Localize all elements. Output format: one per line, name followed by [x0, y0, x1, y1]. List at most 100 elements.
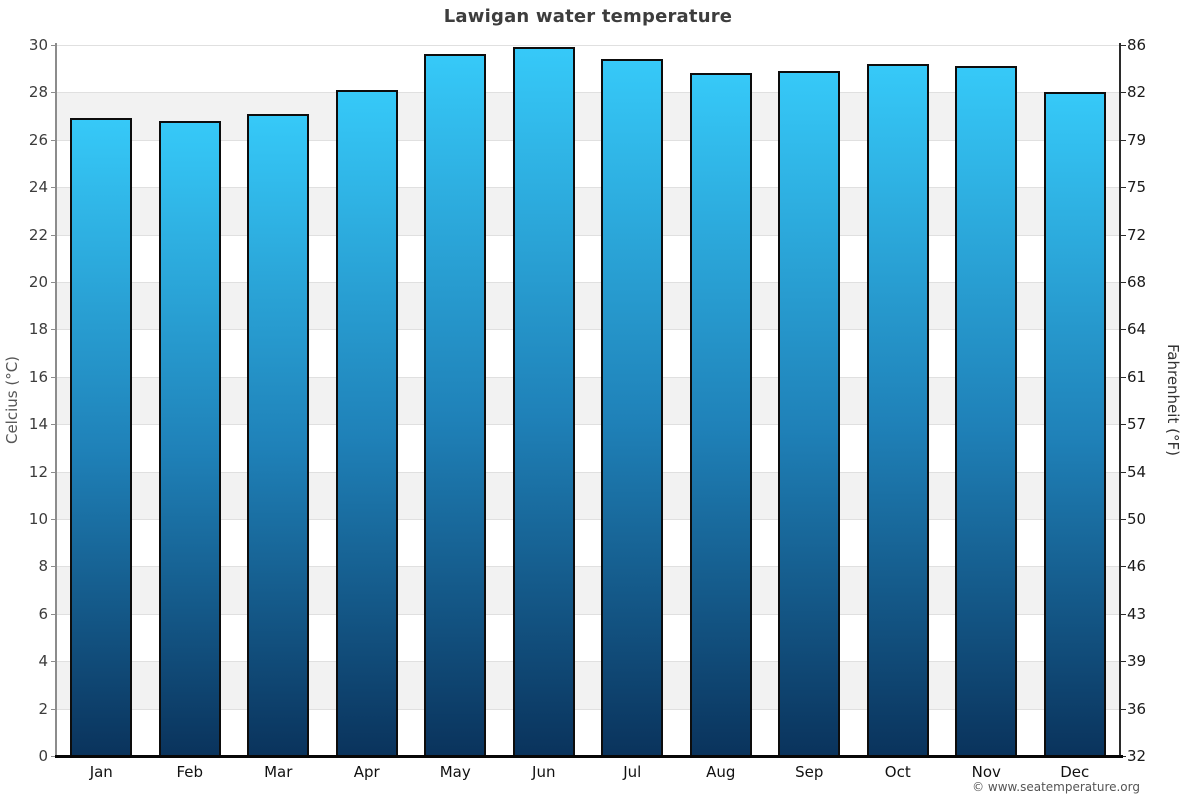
copyright-credit: © www.seatemperature.org	[972, 780, 1140, 794]
ytick-celsius: 30	[28, 36, 48, 54]
ytick-mark	[51, 708, 56, 710]
ytick-mark	[51, 92, 56, 94]
ytick-fahrenheit: 82	[1127, 83, 1147, 102]
grid-band	[57, 187, 1119, 235]
gridline	[57, 139, 1119, 141]
ytick-fahrenheit: 57	[1127, 415, 1147, 434]
ytick-mark	[1121, 282, 1126, 283]
ytick-celsius: 0	[38, 747, 48, 765]
xtick-jan: Jan	[89, 763, 113, 781]
ytick-mark	[1121, 92, 1126, 94]
ytick-fahrenheit: 68	[1127, 273, 1147, 291]
ytick-celsius: 12	[28, 462, 48, 481]
bar-nov	[955, 66, 1018, 756]
ytick-fahrenheit: 32	[1127, 747, 1147, 765]
ytick-fahrenheit: 43	[1127, 604, 1147, 623]
gridline	[57, 234, 1119, 236]
ytick-fahrenheit: 61	[1127, 367, 1147, 386]
y-axis-title-fahrenheit: Fahrenheit (°F)	[1164, 344, 1182, 456]
gridline	[57, 187, 1119, 189]
gridline	[57, 471, 1119, 473]
ytick-fahrenheit: 64	[1127, 320, 1147, 339]
ytick-mark	[51, 756, 56, 757]
gridline	[57, 45, 1119, 46]
ytick-mark	[1121, 45, 1126, 46]
gridline	[57, 708, 1119, 710]
ytick-celsius: 6	[38, 604, 48, 623]
ytick-mark	[51, 139, 56, 141]
xtick-jul: Jul	[623, 763, 642, 781]
gridline	[57, 566, 1119, 568]
xtick-aug: Aug	[706, 763, 736, 781]
gridline	[57, 661, 1119, 663]
gridline	[57, 376, 1119, 378]
ytick-mark	[1121, 424, 1126, 426]
ytick-celsius: 22	[28, 225, 48, 244]
bar-dec	[1043, 92, 1106, 756]
gridline	[57, 282, 1119, 283]
ytick-celsius: 4	[38, 652, 48, 671]
xtick-dec: Dec	[1060, 763, 1090, 781]
ytick-mark	[51, 282, 56, 283]
ytick-fahrenheit: 36	[1127, 699, 1147, 718]
ytick-celsius: 10	[28, 510, 48, 528]
ytick-celsius: 2	[38, 699, 48, 718]
ytick-celsius: 8	[38, 557, 48, 576]
xtick-oct: Oct	[884, 763, 911, 781]
ytick-fahrenheit: 46	[1127, 557, 1147, 576]
xtick-apr: Apr	[353, 763, 380, 781]
ytick-mark	[51, 329, 56, 331]
ytick-celsius: 26	[28, 130, 48, 149]
xtick-may: May	[439, 763, 471, 781]
ytick-mark	[51, 187, 56, 189]
bar-oct	[866, 63, 929, 756]
ytick-mark	[51, 566, 56, 568]
grid-band	[57, 92, 1119, 140]
chart-title: Lawigan water temperature	[443, 6, 733, 27]
ytick-celsius: 28	[28, 83, 48, 102]
xtick-nov: Nov	[971, 763, 1001, 781]
ytick-mark	[1121, 613, 1126, 615]
bar-may	[424, 54, 487, 756]
ytick-fahrenheit: 86	[1127, 36, 1147, 54]
ytick-fahrenheit: 72	[1127, 225, 1147, 244]
ytick-celsius: 20	[28, 273, 48, 291]
y-axis-title-celsius: Celcius (°C)	[3, 355, 21, 445]
ytick-mark	[1121, 376, 1126, 378]
ytick-mark	[51, 471, 56, 473]
gridline	[57, 92, 1119, 94]
ytick-fahrenheit: 75	[1127, 178, 1147, 197]
gridline	[57, 424, 1119, 426]
bar-jul	[601, 59, 664, 756]
ytick-mark	[51, 424, 56, 426]
ytick-celsius: 16	[28, 367, 48, 386]
grid-band	[57, 282, 1119, 330]
bar-jan	[70, 118, 133, 756]
plot-area	[57, 45, 1119, 756]
grid-band	[57, 471, 1119, 519]
ytick-mark	[1121, 519, 1126, 520]
gridline	[57, 613, 1119, 615]
y-axis-line-celsius	[55, 43, 57, 757]
ytick-fahrenheit: 54	[1127, 462, 1147, 481]
ytick-mark	[51, 661, 56, 663]
grid-band	[57, 661, 1119, 709]
xtick-sep: Sep	[795, 763, 824, 781]
ytick-mark	[1121, 756, 1126, 757]
ytick-fahrenheit: 50	[1127, 510, 1147, 528]
ytick-mark	[1121, 234, 1126, 236]
ytick-mark	[51, 234, 56, 236]
ytick-celsius: 24	[28, 178, 48, 197]
ytick-mark	[51, 613, 56, 615]
bar-apr	[335, 90, 398, 756]
bar-jun	[512, 47, 575, 756]
ytick-mark	[51, 519, 56, 520]
gridline	[57, 329, 1119, 331]
ytick-mark	[1121, 708, 1126, 710]
ytick-mark	[1121, 566, 1126, 568]
bar-sep	[778, 71, 841, 756]
ytick-fahrenheit: 39	[1127, 652, 1147, 671]
ytick-celsius: 14	[28, 415, 48, 434]
xtick-jun: Jun	[532, 763, 556, 781]
